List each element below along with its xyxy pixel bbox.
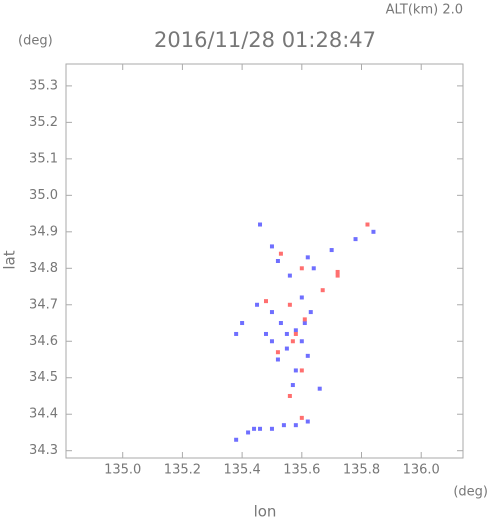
x-tick-label: 135.6 bbox=[283, 463, 320, 478]
echo-point bbox=[302, 317, 307, 322]
echo-point bbox=[240, 321, 245, 326]
echo-point bbox=[311, 266, 316, 271]
y-tick-label: 34.9 bbox=[29, 224, 58, 239]
y-tick-label: 35.2 bbox=[29, 115, 58, 130]
echo-point bbox=[287, 302, 292, 307]
echo-point bbox=[299, 295, 304, 300]
plot-frame bbox=[65, 63, 464, 459]
echo-point bbox=[246, 430, 251, 435]
echo-point bbox=[234, 331, 239, 336]
echo-point bbox=[263, 299, 268, 304]
y-tick-label: 34.8 bbox=[29, 261, 58, 276]
y-tick-label: 34.5 bbox=[29, 370, 58, 385]
echo-point bbox=[317, 386, 322, 391]
subtitle: ALT(km) 2.0 bbox=[386, 3, 463, 18]
echo-point bbox=[371, 229, 376, 234]
echo-point bbox=[299, 368, 304, 373]
y-tick-label: 34.4 bbox=[29, 407, 58, 422]
echo-point bbox=[320, 288, 325, 293]
echo-point bbox=[278, 251, 283, 256]
echo-point bbox=[293, 331, 298, 336]
echo-point bbox=[335, 273, 340, 278]
echo-point bbox=[305, 419, 310, 424]
x-tick-label: 135.8 bbox=[343, 463, 380, 478]
echo-point bbox=[293, 368, 298, 373]
echo-point bbox=[275, 350, 280, 355]
echo-point bbox=[258, 426, 263, 431]
echo-point bbox=[308, 310, 313, 315]
echo-point bbox=[252, 426, 257, 431]
echo-point bbox=[293, 423, 298, 428]
x-unit: (deg) bbox=[453, 485, 488, 500]
echo-point bbox=[287, 273, 292, 278]
echo-point bbox=[263, 331, 268, 336]
echo-point bbox=[258, 222, 263, 227]
echo-point bbox=[269, 426, 274, 431]
x-tick-label: 135.4 bbox=[224, 463, 261, 478]
x-label: lon bbox=[254, 503, 277, 521]
echo-point bbox=[290, 339, 295, 344]
x-tick-label: 136.0 bbox=[403, 463, 440, 478]
echo-point bbox=[329, 248, 334, 253]
echo-point bbox=[299, 415, 304, 420]
echo-point bbox=[302, 321, 307, 326]
y-unit: (deg) bbox=[18, 34, 53, 49]
echo-point bbox=[255, 302, 260, 307]
echo-point bbox=[365, 222, 370, 227]
chart-title: 2016/11/28 01:28:47 bbox=[154, 28, 376, 52]
x-tick-label: 135.2 bbox=[164, 463, 201, 478]
y-tick-label: 35.3 bbox=[29, 78, 58, 93]
echo-point bbox=[284, 346, 289, 351]
echo-point bbox=[293, 328, 298, 333]
y-tick-label: 35.0 bbox=[29, 188, 58, 203]
echo-point bbox=[281, 423, 286, 428]
echo-point bbox=[299, 266, 304, 271]
echo-point bbox=[275, 357, 280, 362]
echo-point bbox=[290, 383, 295, 388]
y-label: lat bbox=[1, 250, 19, 269]
echo-point bbox=[269, 244, 274, 249]
y-tick-label: 34.6 bbox=[29, 334, 58, 349]
echo-point bbox=[234, 437, 239, 442]
echo-point bbox=[353, 237, 358, 242]
echo-point bbox=[269, 339, 274, 344]
echo-point bbox=[269, 310, 274, 315]
echo-point bbox=[284, 331, 289, 336]
y-tick-label: 34.7 bbox=[29, 297, 58, 312]
echo-point bbox=[287, 393, 292, 398]
echo-point bbox=[275, 259, 280, 263]
echo-point bbox=[278, 321, 283, 326]
y-tick-label: 35.1 bbox=[29, 151, 58, 166]
echo-point bbox=[305, 353, 310, 358]
echo-point bbox=[299, 339, 304, 344]
y-tick-label: 34.3 bbox=[29, 443, 58, 458]
x-tick-label: 135.0 bbox=[104, 463, 141, 478]
echo-point bbox=[335, 269, 340, 274]
echo-point bbox=[305, 255, 310, 260]
